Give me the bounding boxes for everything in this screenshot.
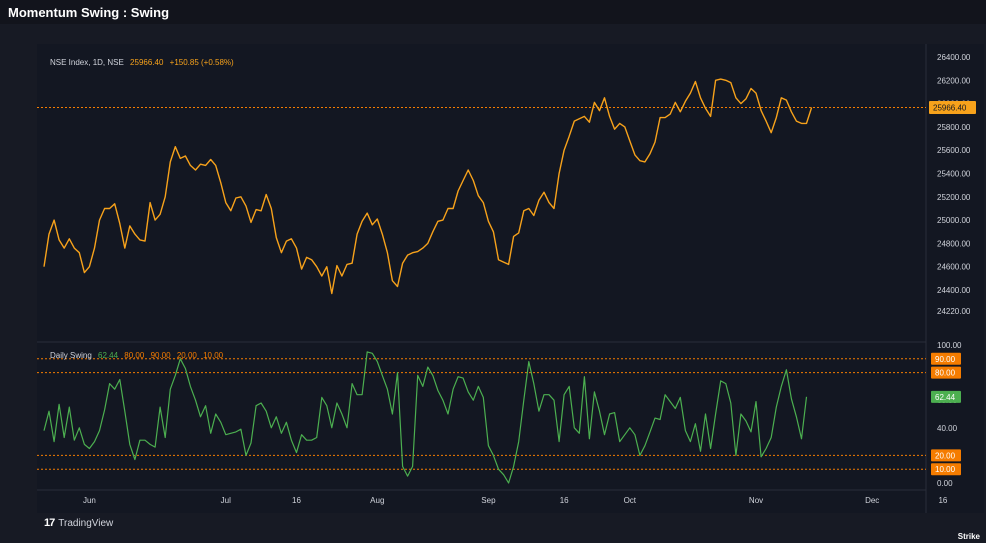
osc-legend-value: 62.44 — [98, 351, 119, 360]
price-axis-tick: 24800.00 — [937, 239, 971, 248]
time-axis-tick: Sep — [481, 496, 496, 505]
osc-legend-name: Daily Swing — [50, 351, 92, 360]
osc-level-badge-label: 10.00 — [935, 465, 956, 474]
last-price-badge-label: 25966.40 — [933, 104, 967, 113]
osc-legend-level: 80.00 — [124, 351, 145, 360]
price-axis-tick: 25800.00 — [937, 123, 971, 132]
time-axis-tick: 16 — [560, 496, 569, 505]
osc-level-badge — [931, 352, 961, 365]
page-title: Momentum Swing : Swing — [8, 5, 170, 20]
price-axis-tick: 26200.00 — [937, 76, 971, 85]
osc-last-value-label: 62.44 — [935, 393, 956, 402]
chart-panel[interactable] — [37, 44, 984, 513]
time-axis-tick: Jul — [221, 496, 231, 505]
oscillator-pane: 100.0060.0040.000.0090.0080.0020.0010.00… — [37, 341, 962, 488]
osc-legend-level: 10.00 — [203, 351, 224, 360]
time-axis-tick: Aug — [370, 496, 384, 505]
corner-mark: Strike — [957, 532, 980, 541]
osc-legend-level: 20.00 — [177, 351, 198, 360]
osc-level-badge — [931, 463, 961, 476]
osc-series-line[interactable] — [43, 351, 808, 484]
price-axis-tick: 24220.00 — [937, 307, 971, 316]
osc-legend-level: 90.00 — [151, 351, 172, 360]
osc-level-badge — [931, 366, 961, 379]
price-legend-symbol: NSE Index, 1D, NSE — [50, 58, 124, 67]
osc-axis-tick: 40.00 — [937, 424, 958, 433]
price-axis-tick: 25000.00 — [937, 216, 971, 225]
price-pane: 26400.0026200.0026000.0025800.0025600.00… — [37, 53, 976, 316]
osc-level-badge-label: 90.00 — [935, 355, 956, 364]
osc-legend: Daily Swing 62.44 80.00 90.00 20.00 10.0… — [50, 351, 224, 360]
time-axis-tick: 16 — [292, 496, 301, 505]
osc-level-badge — [931, 449, 961, 462]
brand[interactable]: 17 TradingView — [44, 517, 113, 529]
brand-label: TradingView — [58, 517, 114, 529]
tradingview-logo-icon: 17 — [44, 517, 55, 529]
osc-last-value-badge — [931, 390, 961, 403]
price-axis-tick: 25600.00 — [937, 146, 971, 155]
price-axis-tick: 24400.00 — [937, 286, 971, 295]
price-axis-tick: 26400.00 — [937, 53, 971, 62]
time-axis-tick: Nov — [749, 496, 763, 505]
time-axis-tick: Dec — [865, 496, 879, 505]
osc-level-badge-label: 20.00 — [935, 451, 956, 460]
price-axis-tick: 25200.00 — [937, 193, 971, 202]
price-axis-tick: 25400.00 — [937, 170, 971, 179]
last-price-badge — [929, 101, 976, 115]
time-axis: JunJul16AugSep16OctNovDec162026 — [83, 496, 948, 505]
osc-axis-tick: 0.00 — [937, 479, 953, 488]
price-legend: NSE Index, 1D, NSE 25966.40 +150.85 (+0.… — [50, 58, 234, 67]
time-axis-tick: Oct — [624, 496, 637, 505]
osc-axis-tick: 100.00 — [937, 341, 962, 350]
osc-level-badge-label: 80.00 — [935, 369, 956, 378]
price-series-line[interactable] — [43, 78, 813, 295]
time-axis-tick: Jun — [83, 496, 96, 505]
time-axis-tick: 16 — [938, 496, 947, 505]
price-legend-change: +150.85 (+0.58%) — [170, 58, 234, 67]
price-legend-close: 25966.40 — [130, 58, 164, 67]
price-axis-tick: 24600.00 — [937, 263, 971, 272]
